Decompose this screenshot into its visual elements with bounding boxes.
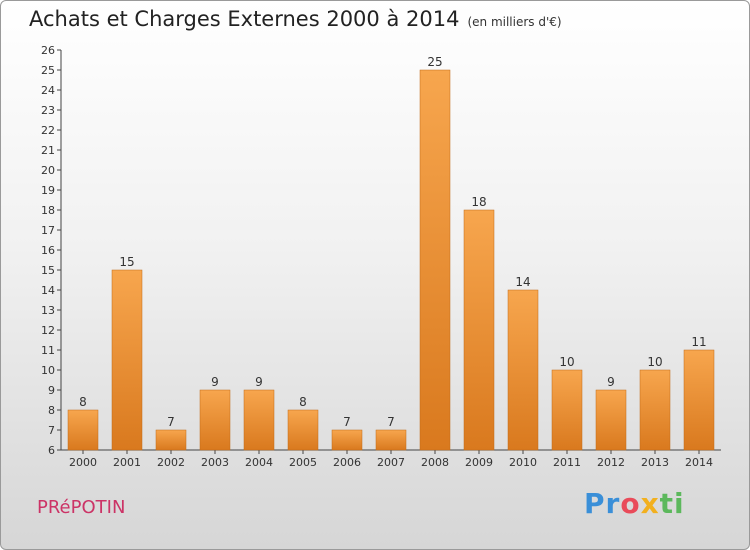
logo-letter-x: x bbox=[640, 487, 660, 520]
x-tick-label: 2012 bbox=[597, 456, 625, 469]
x-tick-label: 2008 bbox=[421, 456, 449, 469]
x-tick-label: 2013 bbox=[641, 456, 669, 469]
bar-value-label: 7 bbox=[343, 415, 351, 429]
bar bbox=[551, 369, 583, 451]
bar-value-label: 9 bbox=[607, 375, 615, 389]
bar bbox=[243, 389, 275, 451]
y-tick-label: 16 bbox=[41, 244, 55, 257]
y-tick-label: 15 bbox=[41, 264, 55, 277]
bar bbox=[639, 369, 671, 451]
bar bbox=[595, 389, 627, 451]
bar-value-label: 11 bbox=[691, 335, 706, 349]
y-tick-label: 22 bbox=[41, 124, 55, 137]
y-tick-label: 24 bbox=[41, 84, 55, 97]
bar-value-label: 10 bbox=[647, 355, 662, 369]
commune-name: PRéPOTIN bbox=[37, 497, 126, 518]
y-tick-label: 21 bbox=[41, 144, 55, 157]
bar bbox=[375, 429, 407, 451]
bar-value-label: 18 bbox=[471, 195, 486, 209]
x-tick-label: 2014 bbox=[685, 456, 713, 469]
bar bbox=[419, 69, 451, 451]
bar-value-label: 15 bbox=[119, 255, 134, 269]
title-text: Achats et Charges Externes 2000 à 2014 bbox=[29, 7, 460, 31]
bar-value-label: 14 bbox=[515, 275, 530, 289]
y-tick-label: 14 bbox=[41, 284, 55, 297]
bar-value-label: 7 bbox=[167, 415, 175, 429]
bar bbox=[155, 429, 187, 451]
y-tick-label: 26 bbox=[41, 44, 55, 57]
bar-value-label: 9 bbox=[211, 375, 219, 389]
bar-value-label: 8 bbox=[79, 395, 87, 409]
bar-value-label: 10 bbox=[559, 355, 574, 369]
x-tick-label: 2004 bbox=[245, 456, 273, 469]
y-tick-label: 17 bbox=[41, 224, 55, 237]
bar bbox=[199, 389, 231, 451]
bar-value-label: 25 bbox=[427, 55, 442, 69]
x-tick-label: 2007 bbox=[377, 456, 405, 469]
x-tick-label: 2000 bbox=[69, 456, 97, 469]
y-tick-label: 9 bbox=[48, 384, 55, 397]
x-tick-label: 2003 bbox=[201, 456, 229, 469]
bar bbox=[67, 409, 99, 451]
x-tick-label: 2011 bbox=[553, 456, 581, 469]
y-tick-label: 8 bbox=[48, 404, 55, 417]
bar bbox=[111, 269, 143, 451]
bar-value-label: 9 bbox=[255, 375, 263, 389]
y-tick-label: 19 bbox=[41, 184, 55, 197]
y-tick-label: 12 bbox=[41, 324, 55, 337]
bar bbox=[683, 349, 715, 451]
y-tick-label: 6 bbox=[48, 444, 55, 457]
x-tick-label: 2002 bbox=[157, 456, 185, 469]
logo-letter-p: P bbox=[584, 487, 606, 520]
x-tick-label: 2006 bbox=[333, 456, 361, 469]
title-unit: (en milliers d'€) bbox=[467, 15, 562, 29]
chart-title: Achats et Charges Externes 2000 à 2014 (e… bbox=[29, 7, 562, 31]
y-tick-label: 25 bbox=[41, 64, 55, 77]
bar bbox=[287, 409, 319, 451]
y-tick-label: 18 bbox=[41, 204, 55, 217]
y-tick-label: 13 bbox=[41, 304, 55, 317]
y-tick-label: 10 bbox=[41, 364, 55, 377]
bar-value-label: 8 bbox=[299, 395, 307, 409]
bar bbox=[507, 289, 539, 451]
logo-letter-o: o bbox=[620, 487, 641, 520]
bar bbox=[463, 209, 495, 451]
y-tick-label: 11 bbox=[41, 344, 55, 357]
y-tick-label: 7 bbox=[48, 424, 55, 437]
x-tick-label: 2009 bbox=[465, 456, 493, 469]
logo-letters-ti: ti bbox=[659, 487, 685, 520]
x-tick-label: 2001 bbox=[113, 456, 141, 469]
y-tick-label: 20 bbox=[41, 164, 55, 177]
bar-value-label: 7 bbox=[387, 415, 395, 429]
x-tick-label: 2010 bbox=[509, 456, 537, 469]
proxiti-logo[interactable]: Proxti bbox=[584, 487, 685, 520]
x-tick-label: 2005 bbox=[289, 456, 317, 469]
logo-letter-r: r bbox=[605, 487, 621, 520]
bar bbox=[331, 429, 363, 451]
y-tick-label: 23 bbox=[41, 104, 55, 117]
